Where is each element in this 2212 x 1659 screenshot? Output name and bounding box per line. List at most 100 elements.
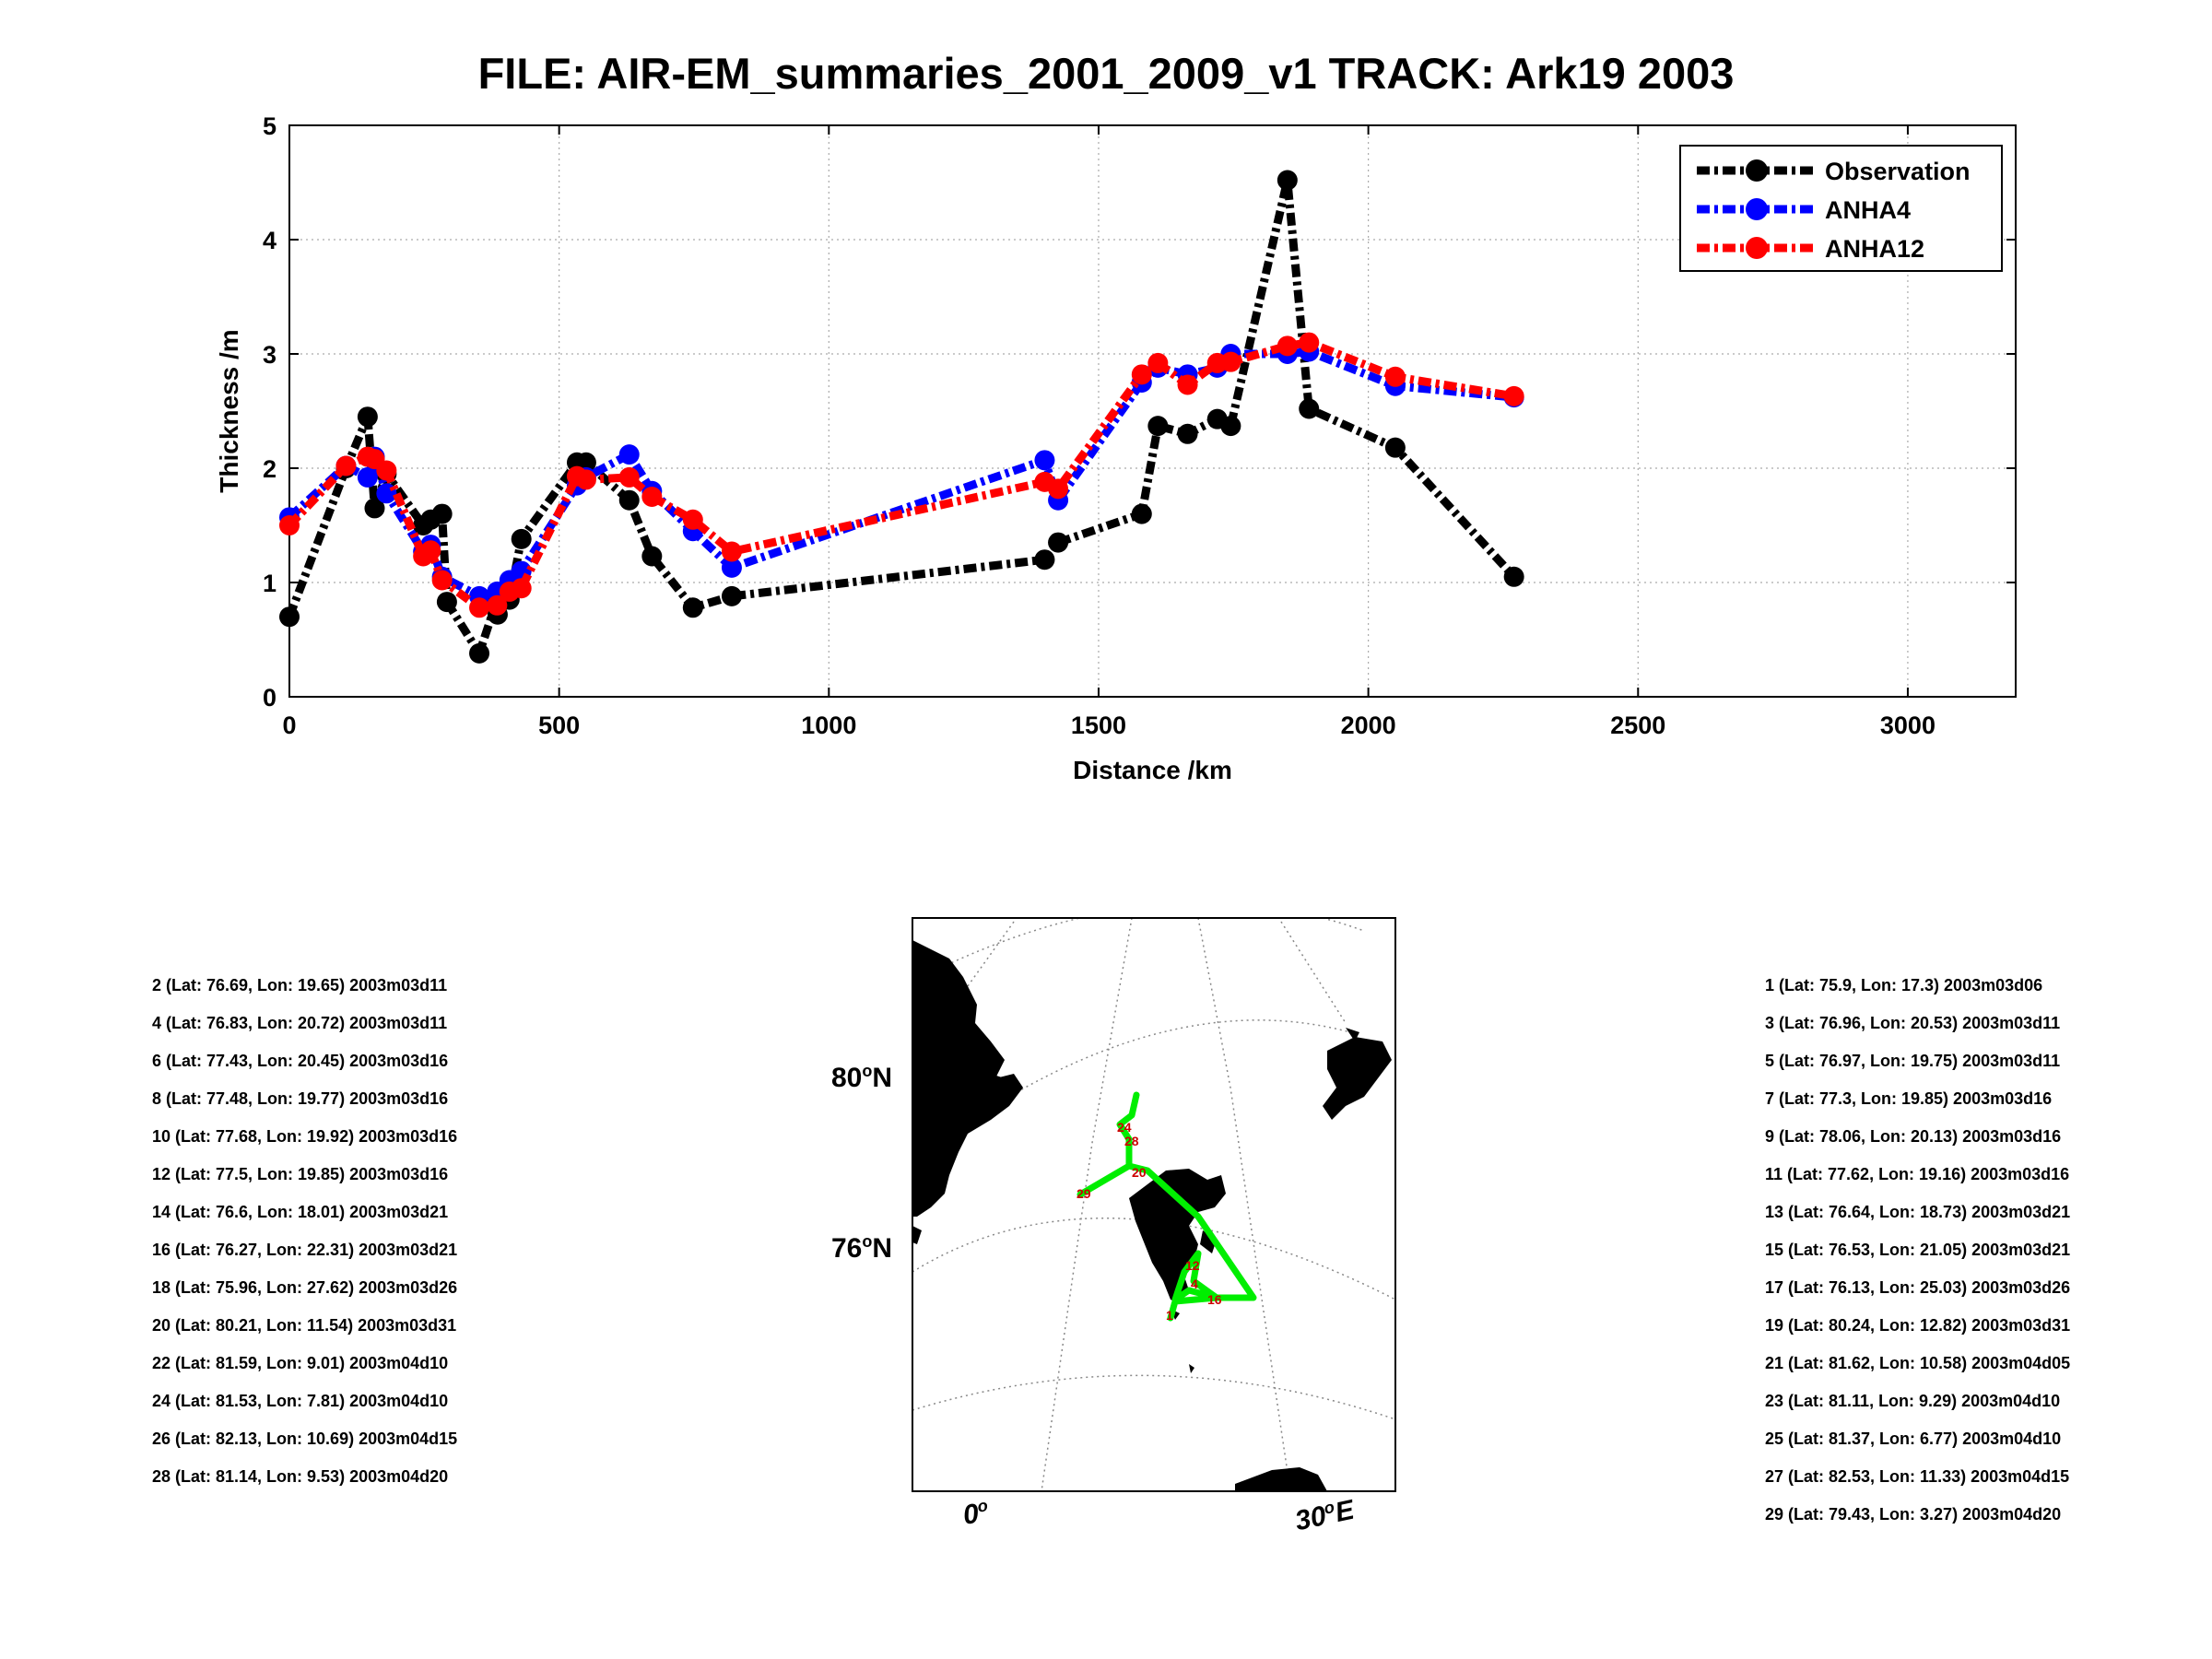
right-point-item: 7 (Lat: 77.3, Lon: 19.85) 2003m03d16	[1765, 1089, 2053, 1108]
map-frame	[912, 917, 1396, 1492]
axes: 0 500 1000 1500 2000 2500 3000 0 1 2 3 4 5 Distance /…	[215, 112, 2017, 784]
right-point-item: 5 (Lat: 76.97, Lon: 19.75) 2003m03d11	[1765, 1052, 2061, 1070]
legend-label: ANHA4	[1825, 196, 1911, 224]
left-point-item: 22 (Lat: 81.59, Lon: 9.01) 2003m04d10	[152, 1354, 449, 1372]
x-tick-label: 2000	[1341, 712, 1396, 739]
right-point-item: 17 (Lat: 76.13, Lon: 25.03) 2003m03d26	[1765, 1278, 2071, 1297]
data-point-observation	[618, 489, 640, 511]
lon-label-0: 0o	[960, 1496, 989, 1531]
legend-marker	[1746, 237, 1768, 259]
data-point-observation	[721, 585, 742, 606]
left-point-item: 12 (Lat: 77.5, Lon: 19.85) 2003m03d16	[152, 1165, 449, 1183]
data-point-anha12	[469, 597, 490, 618]
track-label-24: 24	[1117, 1120, 1132, 1135]
lat-label-80n: 80oN	[831, 1062, 893, 1093]
y-tick-label: 0	[263, 684, 276, 712]
right-point-item: 23 (Lat: 81.11, Lon: 9.29) 2003m04d10	[1765, 1392, 2061, 1410]
data-point-anha12	[1131, 364, 1152, 385]
data-point-anha12	[511, 578, 532, 599]
legend-marker	[1746, 159, 1768, 182]
track-label-12: 12	[1185, 1258, 1200, 1273]
right-point-item: 27 (Lat: 82.53, Lon: 11.33) 2003m04d15	[1765, 1467, 2070, 1486]
left-point-item: 20 (Lat: 80.21, Lon: 11.54) 2003m03d31	[152, 1316, 457, 1335]
data-point-anha12	[1048, 478, 1069, 500]
data-point-observation	[469, 642, 490, 664]
franz-josef-land	[1323, 1028, 1392, 1120]
x-tick-label: 500	[538, 712, 580, 739]
data-point-anha12	[1277, 335, 1298, 357]
data-point-observation	[279, 606, 300, 628]
left-point-item: 24 (Lat: 81.53, Lon: 7.81) 2003m04d10	[152, 1392, 449, 1410]
data-point-observation	[1277, 170, 1298, 191]
y-tick-label: 4	[263, 227, 276, 254]
left-point-item: 18 (Lat: 75.96, Lon: 27.62) 2003m03d26	[152, 1278, 458, 1297]
x-tick-label: 1500	[1071, 712, 1126, 739]
series-line-anha12	[286, 338, 1515, 612]
data-point-anha12	[641, 487, 663, 507]
x-axis-label: Distance /km	[1073, 756, 1232, 784]
right-point-list: 1 (Lat: 75.9, Lon: 17.3) 2003m03d06 3 (La…	[1765, 967, 2070, 1534]
legend-label: ANHA12	[1825, 235, 1924, 263]
left-point-item: 8 (Lat: 77.48, Lon: 19.77) 2003m03d16	[152, 1089, 449, 1108]
data-point-observation	[1147, 416, 1169, 437]
greenland-land	[912, 940, 1023, 1244]
data-point-observation	[436, 592, 457, 613]
right-point-item: 13 (Lat: 76.64, Lon: 18.73) 2003m03d21	[1765, 1203, 2071, 1221]
left-point-item: 4 (Lat: 76.83, Lon: 20.72) 2003m03d11	[152, 1014, 448, 1032]
data-point-anha12	[1147, 352, 1169, 373]
data-point-observation	[511, 528, 532, 549]
data-point-observation	[1299, 398, 1320, 419]
y-axis-label: Thickness /m	[215, 329, 243, 492]
track-label-16: 16	[1207, 1292, 1222, 1307]
data-point-observation	[1503, 566, 1524, 587]
right-point-item: 29 (Lat: 79.43, Lon: 3.27) 2003m04d20	[1765, 1505, 2062, 1524]
data-point-observation	[364, 498, 385, 519]
thickness-chart: 0 500 1000 1500 2000 2500 3000 0 1 2 3 4 5 Distance /…	[215, 112, 2017, 784]
left-point-item: 28 (Lat: 81.14, Lon: 9.53) 2003m04d20	[152, 1467, 449, 1486]
track-label-29: 29	[1077, 1186, 1091, 1201]
data-point-anha4	[721, 557, 742, 578]
left-point-item: 16 (Lat: 76.27, Lon: 22.31) 2003m03d21	[152, 1241, 458, 1259]
series-group	[279, 170, 1524, 664]
left-point-item: 14 (Lat: 76.6, Lon: 18.01) 2003m03d21	[152, 1203, 449, 1221]
data-point-observation	[1048, 532, 1069, 553]
data-point-anha12	[1220, 351, 1241, 372]
right-point-item: 21 (Lat: 81.62, Lon: 10.58) 2003m04d05	[1765, 1354, 2071, 1372]
track-label-1: 1	[1166, 1308, 1173, 1323]
data-point-observation	[357, 406, 378, 428]
data-point-anha4	[1034, 450, 1055, 471]
map-graticule	[912, 918, 1395, 1491]
data-point-anha12	[721, 541, 742, 562]
left-point-item: 6 (Lat: 77.43, Lon: 20.45) 2003m03d16	[152, 1052, 449, 1070]
data-point-anha12	[618, 466, 640, 488]
y-tick-label: 3	[263, 341, 276, 369]
left-point-list: 2 (Lat: 76.69, Lon: 19.65) 2003m03d11 4 (…	[152, 967, 457, 1496]
left-point-item: 26 (Lat: 82.13, Lon: 10.69) 2003m04d15	[152, 1430, 458, 1448]
data-point-observation	[682, 597, 703, 618]
y-tick-label: 2	[263, 455, 276, 483]
track-label-4: 4	[1191, 1277, 1198, 1291]
legend: Observation ANHA4 ANHA12	[1679, 145, 2003, 272]
data-point-anha12	[1384, 366, 1406, 387]
plot-frame	[288, 124, 2017, 698]
data-point-observation	[1220, 416, 1241, 437]
data-point-anha12	[335, 455, 357, 477]
x-tick-label: 1000	[801, 712, 856, 739]
novaya-zemlya-land	[1235, 1467, 1327, 1491]
track-label-28: 28	[1124, 1134, 1139, 1148]
data-point-observation	[641, 546, 663, 567]
right-point-item: 3 (Lat: 76.96, Lon: 20.53) 2003m03d11	[1765, 1014, 2061, 1032]
x-tick-label: 0	[282, 712, 296, 739]
data-point-observation	[1131, 503, 1152, 524]
right-point-item: 1 (Lat: 75.9, Lon: 17.3) 2003m03d06	[1765, 976, 2043, 994]
track-label-20: 20	[1132, 1165, 1147, 1180]
data-point-anha12	[487, 594, 508, 616]
series-line-anha4	[286, 347, 1515, 601]
data-point-observation	[1384, 437, 1406, 458]
legend-marker	[1746, 198, 1768, 220]
right-point-item: 11 (Lat: 77.62, Lon: 19.16) 2003m03d16	[1765, 1165, 2070, 1183]
data-point-anha12	[376, 460, 397, 481]
chart-title: FILE: AIR-EM_summaries_2001_2009_v1 TRAC…	[477, 49, 1735, 98]
data-point-anha12	[1177, 374, 1198, 395]
left-point-item: 2 (Lat: 76.69, Lon: 19.65) 2003m03d11	[152, 976, 448, 994]
